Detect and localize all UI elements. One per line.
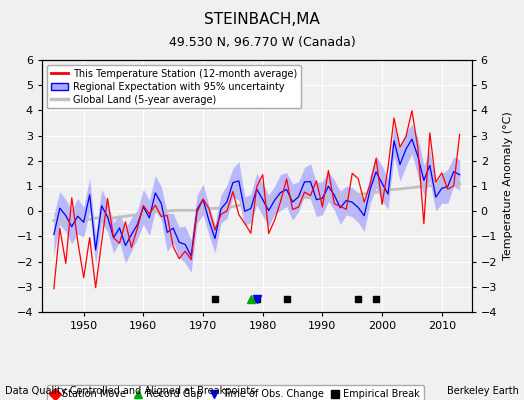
Text: Data Quality Controlled and Aligned at Breakpoints: Data Quality Controlled and Aligned at B… <box>5 386 256 396</box>
Text: Berkeley Earth: Berkeley Earth <box>447 386 519 396</box>
Text: 49.530 N, 96.770 W (Canada): 49.530 N, 96.770 W (Canada) <box>169 36 355 49</box>
Y-axis label: Temperature Anomaly (°C): Temperature Anomaly (°C) <box>503 112 512 260</box>
Legend: Station Move, Record Gap, Time of Obs. Change, Empirical Break: Station Move, Record Gap, Time of Obs. C… <box>47 385 424 400</box>
Text: STEINBACH,MA: STEINBACH,MA <box>204 12 320 27</box>
